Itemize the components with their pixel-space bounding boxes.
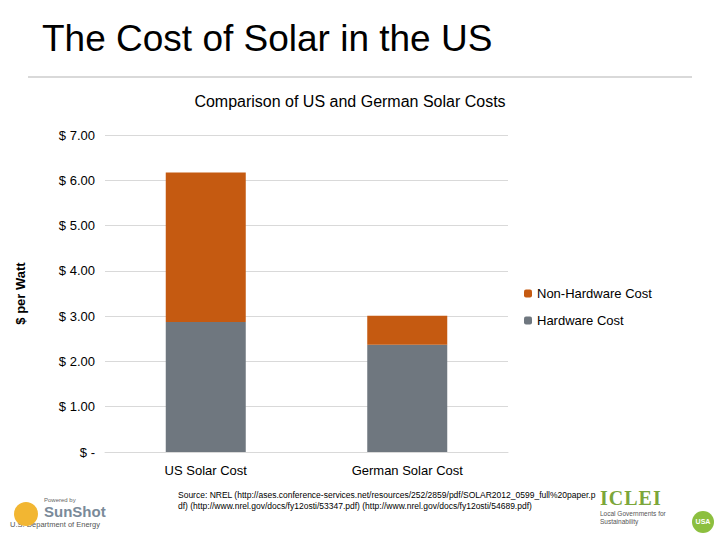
- html-text:SunShot: SunShot: [44, 503, 106, 520]
- html-text:U.S. Department of Energy: U.S. Department of Energy: [10, 520, 100, 529]
- svg-text:$ 6.00: $ 6.00: [59, 173, 95, 188]
- svg-text:$ 5.00: $ 5.00: [59, 218, 95, 233]
- svg-text:$ 4.00: $ 4.00: [59, 263, 95, 278]
- svg-text:$ 1.00: $ 1.00: [59, 399, 95, 414]
- html-text:USA: USA: [695, 518, 711, 525]
- html-text:Local Governments for Sustaina: Local Governments for Sustainability: [600, 510, 666, 525]
- svg-text:$ 3.00: $ 3.00: [59, 309, 95, 324]
- svg-text:Hardware Cost: Hardware Cost: [537, 313, 624, 328]
- html-text:ICLEI: ICLEI: [600, 487, 662, 509]
- svg-text:German Solar Cost: German Solar Cost: [352, 463, 464, 478]
- svg-text:US Solar Cost: US Solar Cost: [165, 463, 248, 478]
- svg-text:$ 7.00: $ 7.00: [59, 128, 95, 143]
- html-text:Powered by: Powered by: [44, 497, 76, 503]
- svg-text:$ per Watt: $ per Watt: [13, 262, 28, 325]
- svg-text:Non-Hardware Cost: Non-Hardware Cost: [537, 286, 652, 301]
- html-text:The Cost of Solar in the US: The Cost of Solar in the US: [42, 18, 493, 59]
- svg-text:$ -: $ -: [80, 445, 95, 460]
- html-text:Source: NREL (http://ases.conf: Source: NREL (http://ases.conference-ser…: [178, 490, 596, 511]
- svg-text:$ 2.00: $ 2.00: [59, 354, 95, 369]
- svg-text:Comparison of US and German So: Comparison of US and German Solar Costs: [194, 93, 505, 110]
